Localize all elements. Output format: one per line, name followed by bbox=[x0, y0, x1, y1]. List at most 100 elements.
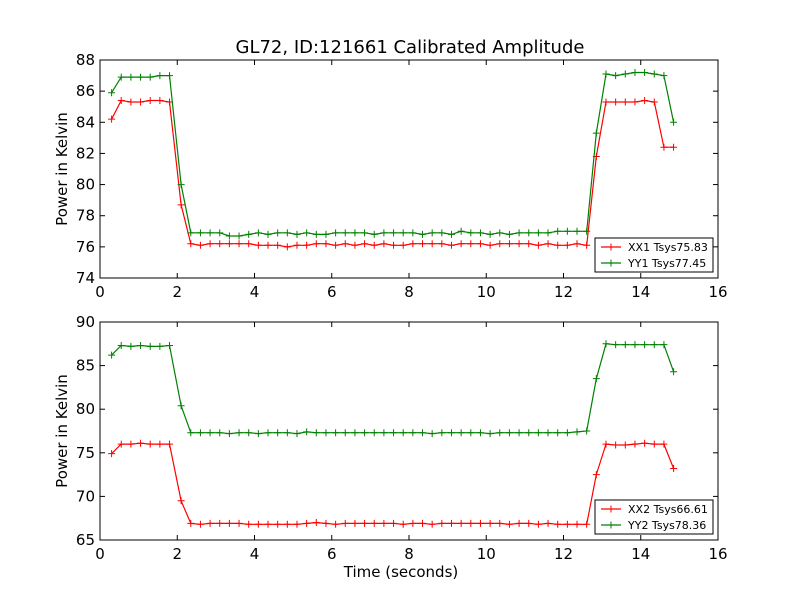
data-point bbox=[409, 240, 417, 248]
data-point bbox=[312, 230, 320, 238]
data-point bbox=[322, 519, 330, 527]
data-point bbox=[206, 429, 214, 437]
data-point bbox=[264, 241, 272, 249]
data-point bbox=[573, 428, 581, 436]
data-point bbox=[216, 429, 224, 437]
data-point bbox=[187, 240, 195, 248]
data-point bbox=[216, 240, 224, 248]
data-point bbox=[322, 230, 330, 238]
data-point bbox=[380, 240, 388, 248]
data-point bbox=[631, 68, 639, 76]
data-point bbox=[196, 520, 204, 528]
data-point bbox=[127, 440, 135, 448]
data-point bbox=[631, 440, 639, 448]
data-point bbox=[525, 229, 533, 237]
data-point bbox=[544, 519, 552, 527]
data-point bbox=[225, 519, 233, 527]
data-point bbox=[621, 341, 629, 349]
data-point bbox=[303, 229, 311, 237]
data-point bbox=[332, 520, 340, 528]
data-point bbox=[660, 440, 668, 448]
data-point bbox=[293, 520, 301, 528]
data-point bbox=[409, 229, 417, 237]
x-tick-label: 8 bbox=[404, 283, 414, 301]
data-point bbox=[505, 429, 513, 437]
data-point bbox=[476, 519, 484, 527]
data-point bbox=[390, 519, 398, 527]
data-point bbox=[293, 241, 301, 249]
data-point bbox=[592, 129, 600, 137]
data-point bbox=[274, 241, 282, 249]
y-tick-label: 85 bbox=[76, 357, 95, 375]
legend-marker bbox=[607, 505, 615, 513]
data-point bbox=[370, 429, 378, 437]
data-point bbox=[332, 229, 340, 237]
y-tick-label: 84 bbox=[76, 113, 95, 131]
data-point bbox=[621, 441, 629, 449]
data-point bbox=[641, 96, 649, 104]
data-point bbox=[419, 240, 427, 248]
data-point bbox=[428, 430, 436, 438]
x-tick-label: 12 bbox=[554, 545, 573, 563]
x-tick-label: 12 bbox=[554, 283, 573, 301]
data-point bbox=[660, 143, 668, 151]
data-point bbox=[534, 229, 542, 237]
data-point bbox=[650, 440, 658, 448]
y-tick-label: 88 bbox=[76, 51, 95, 69]
data-point bbox=[206, 519, 214, 527]
data-point bbox=[419, 429, 427, 437]
data-point bbox=[496, 240, 504, 248]
chart-title: GL72, ID:121661 Calibrated Amplitude bbox=[236, 37, 585, 58]
data-point bbox=[283, 429, 291, 437]
data-point bbox=[650, 341, 658, 349]
data-point bbox=[235, 232, 243, 240]
data-point bbox=[612, 72, 620, 80]
data-point bbox=[467, 429, 475, 437]
data-point bbox=[137, 73, 145, 81]
data-point bbox=[196, 429, 204, 437]
data-point bbox=[303, 519, 311, 527]
data-point bbox=[216, 519, 224, 527]
y-tick-label: 80 bbox=[76, 176, 95, 194]
legend-label: XX1 Tsys75.83 bbox=[628, 241, 708, 254]
data-point bbox=[563, 429, 571, 437]
data-point bbox=[361, 240, 369, 248]
x-tick-label: 6 bbox=[327, 545, 337, 563]
data-point bbox=[534, 241, 542, 249]
data-point bbox=[177, 497, 185, 505]
data-point bbox=[544, 229, 552, 237]
data-point bbox=[127, 73, 135, 81]
data-point bbox=[146, 440, 154, 448]
y-axis-label: Power in Kelvin bbox=[53, 112, 71, 226]
data-point bbox=[235, 429, 243, 437]
data-point bbox=[322, 240, 330, 248]
data-point bbox=[428, 520, 436, 528]
data-point bbox=[486, 519, 494, 527]
data-point bbox=[341, 229, 349, 237]
data-point bbox=[235, 519, 243, 527]
legend-marker bbox=[607, 243, 615, 251]
data-point bbox=[641, 68, 649, 76]
data-point bbox=[467, 229, 475, 237]
data-point bbox=[621, 70, 629, 78]
data-point bbox=[467, 519, 475, 527]
data-point bbox=[264, 429, 272, 437]
data-point bbox=[312, 240, 320, 248]
data-point bbox=[583, 520, 591, 528]
data-point bbox=[525, 429, 533, 437]
data-point bbox=[206, 229, 214, 237]
x-tick-label: 4 bbox=[250, 283, 260, 301]
y-tick-label: 90 bbox=[76, 313, 95, 331]
data-point bbox=[127, 342, 135, 350]
data-point bbox=[544, 240, 552, 248]
data-point bbox=[612, 98, 620, 106]
data-point bbox=[505, 240, 513, 248]
data-point bbox=[554, 520, 562, 528]
data-point bbox=[351, 229, 359, 237]
data-point bbox=[254, 430, 262, 438]
data-point bbox=[612, 441, 620, 449]
x-axis-label: Time (seconds) bbox=[343, 563, 459, 581]
data-point bbox=[177, 201, 185, 209]
data-point bbox=[612, 341, 620, 349]
